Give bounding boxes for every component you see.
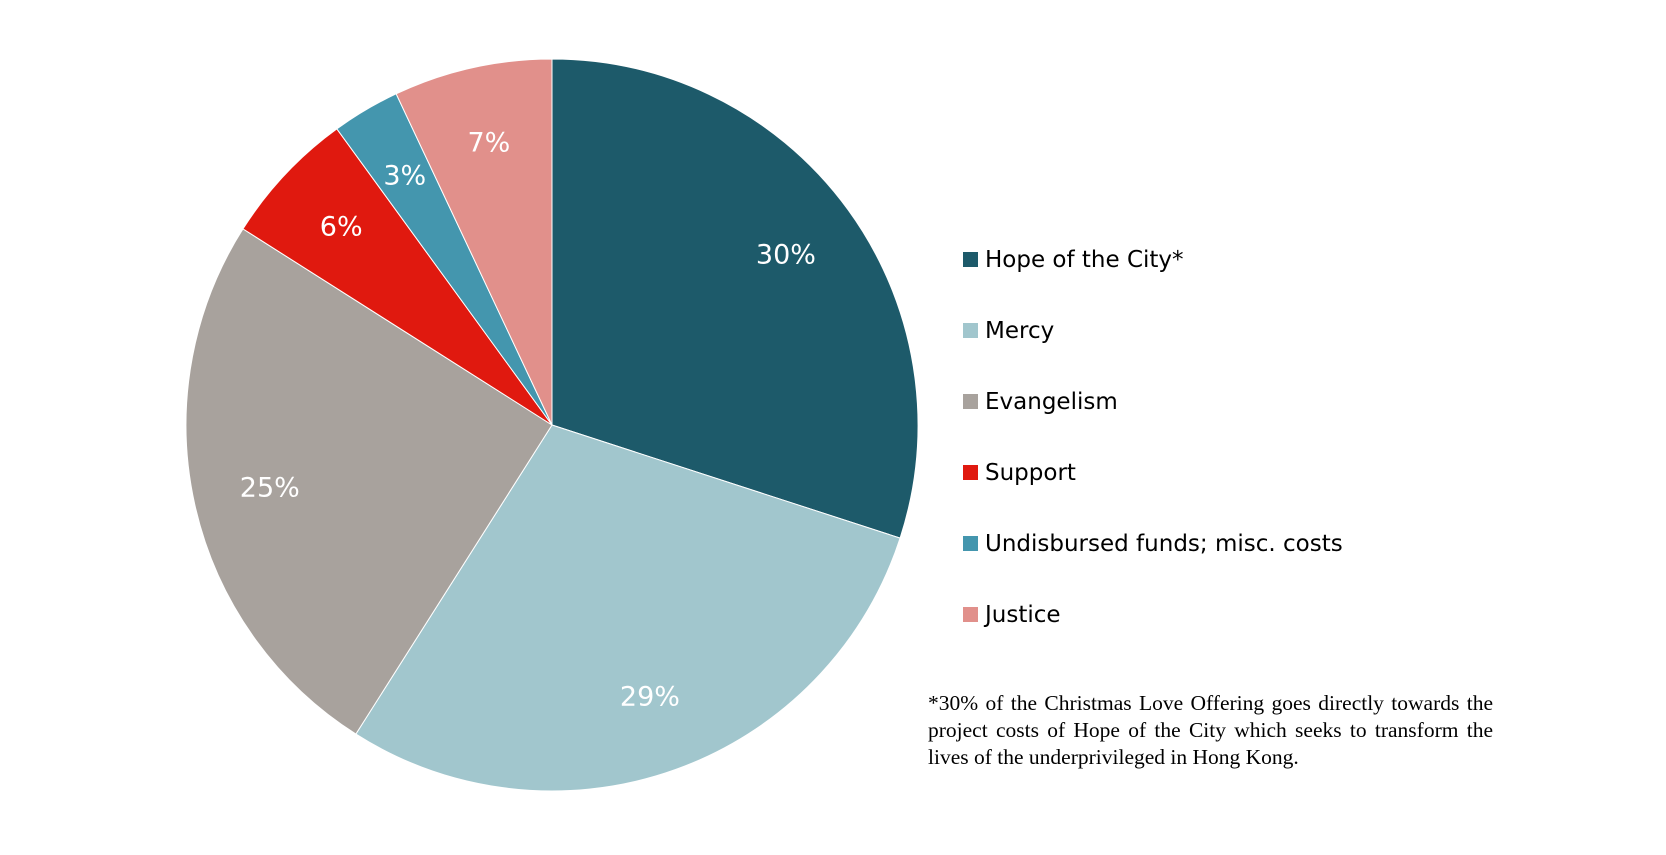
pie-slice-justice bbox=[395, 58, 553, 426]
legend-label: Support bbox=[985, 459, 1076, 486]
legend-swatch bbox=[963, 607, 978, 622]
legend-label: Hope of the City* bbox=[985, 246, 1184, 273]
legend-label: Undisbursed funds; misc. costs bbox=[985, 530, 1343, 557]
legend-item-hope-of-the-city: Hope of the City* bbox=[963, 224, 1343, 295]
legend-item-support: Support bbox=[963, 437, 1343, 508]
footnote: *30% of the Christmas Love Offering goes… bbox=[928, 691, 1493, 769]
legend-swatch bbox=[963, 465, 978, 480]
legend-item-mercy: Mercy bbox=[963, 295, 1343, 366]
legend-swatch bbox=[963, 252, 978, 267]
legend-swatch bbox=[963, 394, 978, 409]
pie-slice-label: 30% bbox=[756, 240, 816, 271]
pie-slice-mercy bbox=[355, 424, 901, 792]
pie-slice-evangelism bbox=[185, 228, 553, 735]
pie-slice-label: 7% bbox=[467, 127, 510, 158]
pie-slice-hope-of-the-city bbox=[551, 58, 919, 539]
pie-slice-label: 6% bbox=[320, 212, 363, 243]
pie-slice-label: 29% bbox=[620, 682, 680, 713]
pie-slice-label: 25% bbox=[240, 473, 300, 504]
pie-slice-label: 3% bbox=[383, 161, 426, 192]
legend-label: Evangelism bbox=[985, 388, 1118, 415]
pie-slices bbox=[185, 58, 919, 792]
pie-slice-support bbox=[242, 128, 553, 426]
legend-item-justice: Justice bbox=[963, 579, 1343, 650]
pie-chart: 30% 29% 25% 6% 3% 7% bbox=[185, 58, 919, 792]
legend-swatch bbox=[963, 536, 978, 551]
chart-legend: Hope of the City* Mercy Evangelism Support U… bbox=[963, 224, 1343, 650]
legend-item-evangelism: Evangelism bbox=[963, 366, 1343, 437]
legend-label: Justice bbox=[985, 601, 1061, 628]
pie-slice-labels: 30% 29% 25% 6% 3% 7% bbox=[240, 127, 816, 712]
legend-swatch bbox=[963, 323, 978, 338]
legend-item-undisbursed-funds-misc-costs: Undisbursed funds; misc. costs bbox=[963, 508, 1343, 579]
legend-label: Mercy bbox=[985, 317, 1055, 344]
